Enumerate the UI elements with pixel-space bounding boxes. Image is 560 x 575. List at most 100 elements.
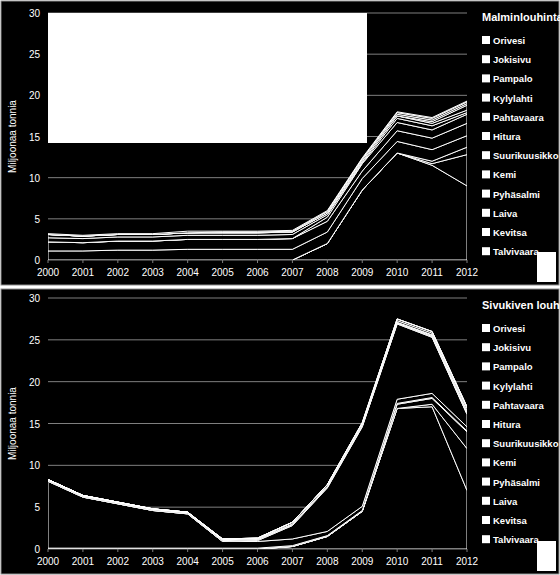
y-tick-label: 5	[34, 214, 40, 225]
legend-label: Pahtavaara	[493, 400, 544, 411]
x-tick	[327, 549, 328, 552]
panel-background	[1, 289, 559, 574]
y-tick-label: 0	[34, 544, 40, 555]
x-tick-label: 2011	[421, 556, 443, 567]
x-tick-label: 2005	[211, 267, 234, 278]
x-tick-label: 2011	[421, 267, 443, 278]
x-tick	[48, 260, 49, 263]
legend-swatch	[482, 497, 490, 505]
x-tick-label: 2008	[316, 267, 339, 278]
y-tick-label: 25	[29, 49, 41, 60]
legend-label: Laiva	[493, 496, 518, 507]
legend-swatch	[482, 36, 490, 44]
x-tick	[222, 549, 223, 552]
x-tick-label: 2005	[211, 556, 234, 567]
legend-label: Kemi	[493, 169, 516, 180]
x-tick-label: 2002	[107, 556, 130, 567]
x-tick	[362, 549, 363, 552]
y-tick-label: 20	[29, 377, 41, 388]
x-tick	[327, 260, 328, 263]
x-tick-label: 2007	[281, 267, 304, 278]
legend-swatch	[482, 228, 490, 236]
x-tick	[117, 549, 118, 552]
x-tick-label: 2003	[142, 267, 165, 278]
x-tick	[467, 549, 468, 552]
legend-label: Jokisivu	[493, 342, 531, 353]
x-tick-label: 2012	[456, 556, 479, 567]
y-tick-label: 30	[29, 8, 41, 19]
x-tick	[82, 549, 83, 552]
legend-label: Kevitsa	[493, 515, 528, 526]
x-tick	[222, 260, 223, 263]
x-tick	[397, 260, 398, 263]
chart-panel: 0510152025302000200120022003200420052006…	[1, 289, 560, 574]
x-tick-label: 2004	[177, 267, 200, 278]
legend-label: Pampalo	[493, 361, 533, 372]
chart-title: Sivukiven louhinta	[482, 299, 560, 311]
legend-label: Kemi	[493, 457, 516, 468]
legend-swatch	[482, 439, 490, 447]
x-tick	[48, 549, 49, 552]
legend-label: Pyhäsalmi	[493, 189, 540, 200]
x-tick	[292, 260, 293, 263]
x-tick-label: 2008	[316, 556, 339, 567]
plot-area	[48, 319, 467, 549]
x-tick-label: 2000	[37, 267, 60, 278]
x-tick	[362, 260, 363, 263]
legend-label: Laiva	[493, 208, 518, 219]
x-tick	[152, 549, 153, 552]
x-tick-label: 2009	[351, 267, 374, 278]
x-tick-label: 2006	[246, 556, 269, 567]
legend-swatch	[482, 151, 490, 159]
x-tick-label: 2001	[72, 267, 95, 278]
legend-label: Hitura	[493, 131, 521, 142]
legend-blank	[537, 541, 556, 571]
legend-label: Orivesi	[493, 323, 525, 334]
y-tick-label: 5	[34, 502, 40, 513]
figure: 0510152025302000200120022003200420052006…	[0, 0, 560, 575]
x-tick	[432, 549, 433, 552]
area-series	[48, 323, 467, 541]
legend-label: Talvivaara	[493, 534, 539, 545]
legend-label: Pyhäsalmi	[493, 477, 540, 488]
x-tick-label: 2010	[386, 267, 409, 278]
legend-label: Suurikuusikko	[493, 150, 559, 161]
y-tick-label: 15	[29, 132, 41, 143]
legend-label: Suurikuusikko	[493, 438, 559, 449]
y-tick-label: 20	[29, 90, 41, 101]
x-tick-label: 2012	[456, 267, 479, 278]
x-tick	[467, 260, 468, 263]
x-tick	[117, 260, 118, 263]
blank-box	[48, 13, 367, 143]
x-tick	[292, 549, 293, 552]
area-series	[48, 322, 467, 540]
x-tick-label: 2006	[246, 267, 269, 278]
legend-swatch	[482, 516, 490, 524]
legend-label: Kylylahti	[493, 93, 533, 104]
x-tick	[187, 260, 188, 263]
legend-label: Kylylahti	[493, 381, 533, 392]
x-tick	[257, 549, 258, 552]
legend-label: Orivesi	[493, 35, 525, 46]
y-tick-label: 0	[34, 255, 40, 266]
x-tick-label: 2009	[351, 556, 374, 567]
y-tick-label: 10	[29, 460, 41, 471]
y-tick-label: 30	[29, 293, 41, 304]
grid-line	[48, 298, 467, 299]
x-tick-label: 2010	[386, 556, 409, 567]
x-tick-label: 2004	[177, 556, 200, 567]
x-tick-label: 2001	[72, 556, 95, 567]
legend-swatch	[482, 247, 490, 255]
legend-swatch	[482, 170, 490, 178]
x-tick-label: 2000	[37, 556, 60, 567]
legend-label: Kevitsa	[493, 227, 528, 238]
x-tick	[187, 549, 188, 552]
x-tick	[397, 549, 398, 552]
legend-swatch	[482, 535, 490, 543]
x-tick	[152, 260, 153, 263]
panel-background	[1, 1, 559, 285]
legend-label: Talvivaara	[493, 246, 539, 257]
legend-swatch	[482, 382, 490, 390]
y-axis-label: Miljoonaa tonnia	[7, 100, 18, 173]
legend-swatch	[482, 209, 490, 217]
